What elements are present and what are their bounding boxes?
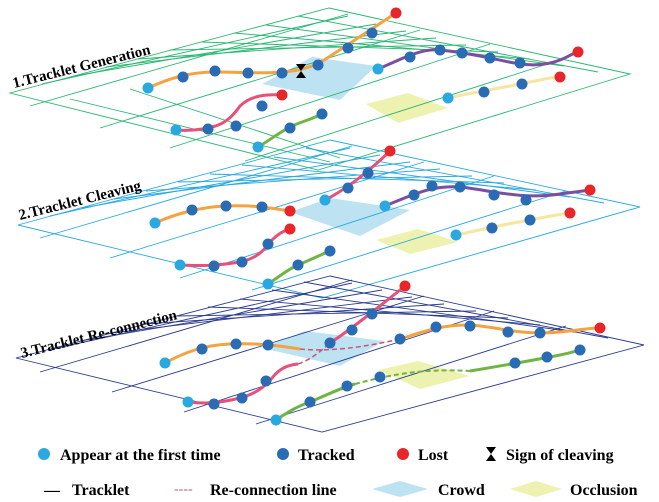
legend-label: Tracklet xyxy=(72,482,130,499)
occlusion-swatch-icon xyxy=(510,481,562,497)
cleaving-sign-icon xyxy=(296,64,306,78)
tracklet-orange xyxy=(164,342,301,365)
tracklet-purple xyxy=(384,185,591,208)
grid xyxy=(17,139,641,299)
cleaving-sign-icon xyxy=(486,447,496,461)
reconnection-line xyxy=(299,338,401,351)
legend-label: Crowd xyxy=(438,482,485,499)
reconnection-line xyxy=(354,369,471,385)
tracklet-yellow xyxy=(447,74,561,100)
points xyxy=(142,7,584,153)
crowd-region xyxy=(262,57,376,100)
panel-generation: 1.Tracklet Generation xyxy=(8,7,632,171)
legend-label: Sign of cleaving xyxy=(506,447,614,464)
grid xyxy=(15,275,645,433)
legend-item-occlusion: Occlusion xyxy=(510,481,638,499)
legend-label: Tracked xyxy=(298,447,355,464)
tracklet-line-icon: — xyxy=(43,482,61,499)
occlusion-region xyxy=(376,229,458,254)
points xyxy=(149,145,596,290)
tracklet-pink xyxy=(175,93,283,132)
tracklet-pink xyxy=(179,227,291,268)
legend-item-tracklet: — Tracklet xyxy=(43,482,130,499)
crowd-region xyxy=(262,331,384,366)
panel-reconnection: 3.Tracklet Re-connection xyxy=(15,275,645,433)
tracklet-orange xyxy=(399,323,601,341)
legend: Appear at the first time Tracked Lost Si… xyxy=(38,447,638,499)
panel-cleaving: 2.Tracklet Cleaving xyxy=(17,139,641,299)
panel-label: 3.Tracklet Re-connection xyxy=(19,307,179,362)
tracklet-pink xyxy=(324,149,392,202)
tracked-marker-icon xyxy=(277,448,289,460)
legend-item-cleave: Sign of cleaving xyxy=(486,447,614,464)
legend-item-crowd: Crowd xyxy=(372,481,485,499)
legend-item-reconnect: ---- Re-connection line xyxy=(174,482,337,499)
appear-marker-icon xyxy=(38,448,50,460)
occlusion-region xyxy=(378,361,470,389)
legend-label: Occlusion xyxy=(570,482,638,499)
tracklet-green xyxy=(469,348,581,373)
crowd-swatch-icon xyxy=(372,481,428,497)
legend-item-lost: Lost xyxy=(397,447,449,464)
panel-label: 1.Tracklet Generation xyxy=(11,42,153,92)
legend-label: Re-connection line xyxy=(210,482,337,499)
legend-item-appear: Appear at the first time xyxy=(38,447,221,464)
points xyxy=(159,280,606,426)
tracklet-pink xyxy=(329,284,406,345)
legend-label: Appear at the first time xyxy=(60,447,221,464)
lost-marker-icon xyxy=(397,448,409,460)
legend-item-tracked: Tracked xyxy=(277,447,355,464)
legend-label: Lost xyxy=(418,447,449,464)
reconnection-line-icon: ---- xyxy=(174,482,193,497)
